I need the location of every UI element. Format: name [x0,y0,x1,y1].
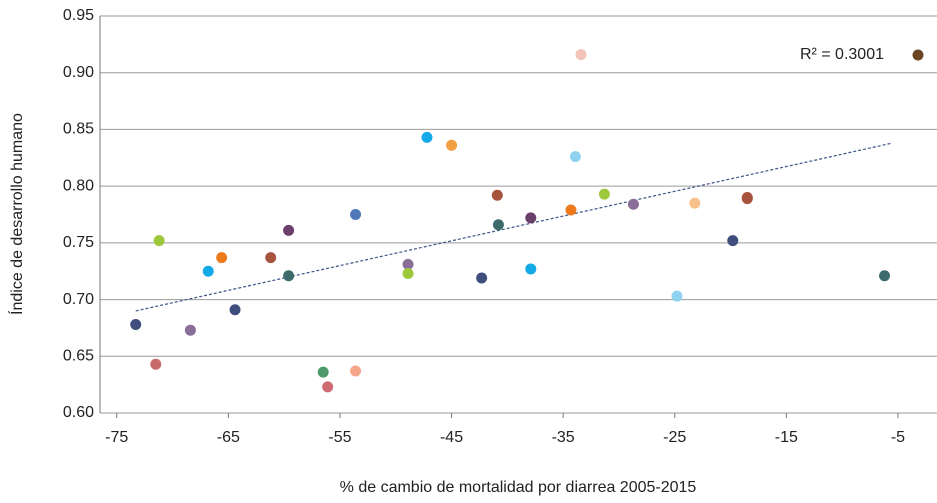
y-tick-label: 0.95 [63,7,94,24]
x-axis-title: % de cambio de mortalidad por diarrea 20… [340,479,697,496]
data-point [727,235,739,247]
y-tick-label: 0.70 [63,291,94,308]
y-tick-label: 0.80 [63,177,94,194]
data-point [317,366,329,378]
data-point [492,219,504,231]
data-point [741,193,753,205]
data-point [402,267,414,279]
data-point [525,212,537,224]
data-point [446,139,458,151]
annotation-marker [912,49,924,61]
data-point [525,263,537,275]
data-point [283,270,295,282]
data-point [421,131,433,143]
data-point [153,235,165,247]
data-point [265,252,277,264]
data-point [229,304,241,316]
data-point [202,265,214,277]
data-point [689,197,701,209]
data-point [350,365,362,377]
data-point [216,252,228,264]
x-tick-label: -55 [328,429,351,446]
x-tick-label: -15 [775,429,798,446]
data-point [350,209,362,220]
data-point [575,49,587,61]
data-point [879,270,891,282]
data-point [569,151,581,163]
data-point [565,204,577,216]
x-tick-label: -65 [217,429,240,446]
data-point [491,189,503,201]
data-point [671,290,683,302]
data-point [150,358,162,370]
y-tick-label: 0.60 [63,404,94,421]
y-tick-label: 0.85 [63,121,94,138]
data-point [402,258,414,270]
x-tick-label: -75 [105,429,128,446]
data-point [184,324,196,336]
y-tick-label: 0.75 [63,234,94,251]
y-tick-label: 0.90 [63,64,94,81]
data-point [283,224,295,236]
data-point [598,188,610,200]
y-axis-title: Índice de desarrollo humano [7,113,26,315]
data-point [627,198,639,210]
x-tick-label: -5 [891,429,905,446]
data-point [322,381,334,393]
annotation: R² = 0.3001 [800,46,884,63]
data-point [130,319,142,331]
trendline [135,142,893,312]
x-tick-label: -35 [552,429,575,446]
x-tick-label: -45 [440,429,463,446]
x-tick-label: -25 [663,429,686,446]
y-tick-label: 0.65 [63,348,94,365]
data-point [476,272,488,284]
